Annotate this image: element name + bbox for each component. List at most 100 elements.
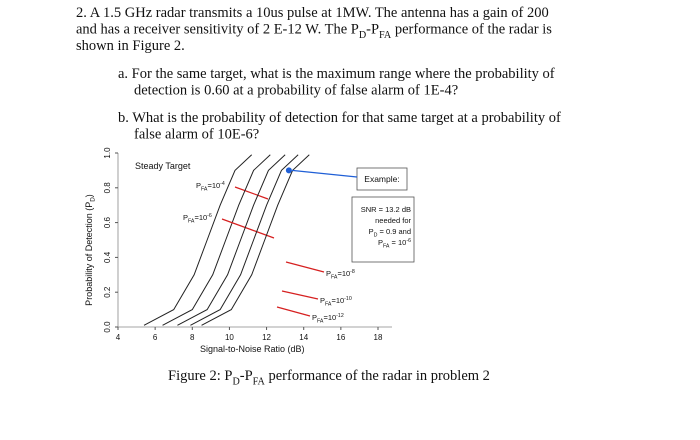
text-run: FA <box>253 376 266 387</box>
text-run: FA <box>379 30 392 41</box>
x-tick-label: 10 <box>225 333 234 342</box>
text-run: ) <box>84 194 94 197</box>
example-point <box>285 167 292 174</box>
example-title: Example: <box>364 174 399 184</box>
example-box <box>356 167 408 191</box>
label-arrow <box>285 261 325 273</box>
text-run: D <box>232 376 239 387</box>
text-run: -6 <box>406 238 411 244</box>
example-line: SNR = 13.2 dB <box>361 205 411 214</box>
example-line: needed for <box>375 216 411 225</box>
x-tick-label: 6 <box>153 333 158 342</box>
y-tick-label: 1.0 <box>103 147 112 159</box>
text-run: =10 <box>323 313 336 322</box>
text-run: Probability of Detection (P <box>84 202 94 306</box>
text-run: -6 <box>207 213 212 219</box>
question-line: false alarm of 10E-6? <box>134 127 259 143</box>
text-run: -8 <box>350 269 355 275</box>
text-run: performance of the radar in problem 2 <box>265 368 490 384</box>
text-run: -P <box>366 22 379 38</box>
x-tick-label: 12 <box>262 333 271 342</box>
text-run: P <box>312 313 317 322</box>
pd-curve <box>177 154 286 326</box>
text-run: = 10 <box>389 238 406 247</box>
text-run: Figure 2: P <box>168 368 232 384</box>
x-tick-label: 4 <box>116 333 121 342</box>
x-tick-label: 16 <box>336 333 345 342</box>
chart: 4 6 8 10 12 14 16 18 0.0 0.2 0.4 0.6 0.8 1.0 Probabili… <box>84 147 415 354</box>
pd-curve <box>190 154 299 326</box>
y-tick-label: 0.8 <box>103 182 112 194</box>
label-arrow <box>281 290 319 300</box>
y-tick-label: 0.4 <box>103 251 112 263</box>
text-run: SNR = 13.2 dB <box>361 205 411 214</box>
text-run: FA <box>188 218 195 224</box>
text-run: =10 <box>207 181 220 190</box>
text-run: performance of the radar is <box>391 22 552 38</box>
text-run: P <box>369 227 374 236</box>
text-run: -4 <box>220 181 225 187</box>
text-run: P <box>326 269 331 278</box>
text-run: detection is 0.60 at a probability of fa… <box>134 83 458 99</box>
text-run: D <box>90 197 97 202</box>
text-run: FA <box>317 318 324 324</box>
problem-line: 2. A 1.5 GHz radar transmits a 10us puls… <box>76 5 549 21</box>
text-run: 2. A 1.5 GHz radar transmits a 10us puls… <box>76 5 549 21</box>
curve-label: PFA=10-4 <box>196 181 225 192</box>
text-run: P <box>320 296 325 305</box>
text-run: =10 <box>331 296 344 305</box>
chart-title: Steady Target <box>135 161 191 171</box>
x-tick-label: 18 <box>374 333 383 342</box>
text-run: and has a receiver sensitivity of 2 E-12… <box>76 22 359 38</box>
text-run: =10 <box>337 269 350 278</box>
pd-curve <box>143 154 253 326</box>
x-tick-label: 14 <box>299 333 308 342</box>
label-arrow <box>234 186 269 200</box>
text-run: -P <box>240 368 253 384</box>
text-run: D <box>359 30 366 41</box>
text-run: -10 <box>344 296 352 302</box>
text-run: P <box>378 238 383 247</box>
x-axis-title: Signal-to-Noise Ratio (dB) <box>200 344 305 354</box>
text-run: shown in Figure 2. <box>76 38 185 54</box>
text-run: FA <box>325 301 332 307</box>
pd-curve <box>162 154 271 326</box>
problem-line: and has a receiver sensitivity of 2 E-12… <box>76 22 552 41</box>
label-arrow <box>221 218 275 239</box>
example-note-box <box>351 196 415 263</box>
x-tick-label: 8 <box>190 333 195 342</box>
curve-label: PFA=10-12 <box>312 313 344 324</box>
example-line: PD = 0.9 and <box>369 227 411 238</box>
curve-label: PFA=10-8 <box>326 269 355 280</box>
text-run: a. For the same target, what is the maxi… <box>118 66 555 82</box>
text-run: P <box>183 213 188 222</box>
example-line: PFA = 10-6 <box>378 238 411 249</box>
question-line: detection is 0.60 at a probability of fa… <box>134 83 458 99</box>
text-run: FA <box>383 243 390 249</box>
text-run: -12 <box>336 313 344 319</box>
text-run: =10 <box>194 213 207 222</box>
label-arrow <box>276 306 311 317</box>
curve-label: PFA=10-6 <box>183 213 212 224</box>
text-run: P <box>196 181 201 190</box>
text-run: = 0.9 and <box>377 227 411 236</box>
text-run: FA <box>201 186 208 192</box>
y-axis-title: Probability of Detection (PD) <box>84 194 97 306</box>
problem-line: shown in Figure 2. <box>76 38 185 54</box>
y-tick-label: 0.0 <box>103 321 112 333</box>
text-run: false alarm of 10E-6? <box>134 127 259 143</box>
question-line: b. What is the probability of detection … <box>118 110 561 126</box>
text-run: b. What is the probability of detection … <box>118 110 561 126</box>
y-tick-label: 0.2 <box>103 286 112 298</box>
y-tick-label: 0.6 <box>103 216 112 228</box>
figure-caption: Figure 2: PD-PFA performance of the rada… <box>168 368 490 387</box>
text-run: Signal-to-Noise Ratio (dB) <box>200 344 305 354</box>
curve-label: PFA=10-10 <box>320 296 352 307</box>
example-arrow <box>291 169 358 178</box>
text-run: D <box>374 232 378 238</box>
question-line: a. For the same target, what is the maxi… <box>118 66 555 82</box>
text-run: needed for <box>375 216 411 225</box>
document-text: 2. A 1.5 GHz radar transmits a 10us puls… <box>76 5 561 387</box>
